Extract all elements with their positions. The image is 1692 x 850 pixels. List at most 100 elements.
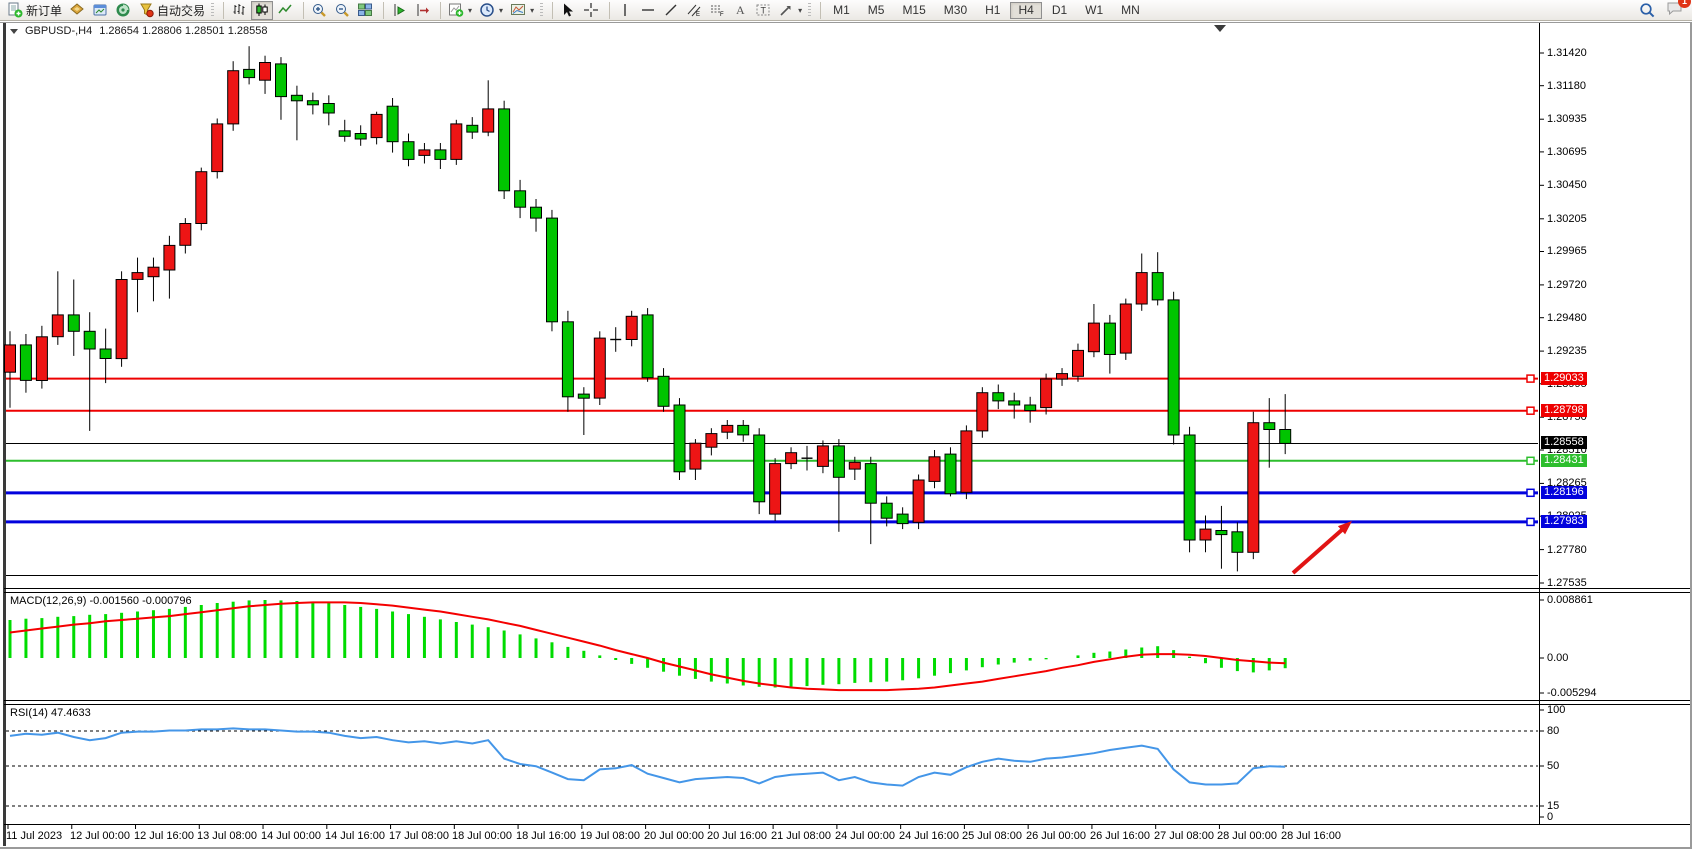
rsi-separator-top[interactable] <box>4 700 1690 701</box>
zoom-out-icon <box>336 4 349 17</box>
search-icon[interactable] <box>1639 2 1656 19</box>
profiles-button[interactable] <box>89 1 111 20</box>
current-price-badge: 1.28558 <box>1541 436 1587 449</box>
trendline-tool-button[interactable] <box>660 1 682 20</box>
navigator-swirl-icon <box>116 3 130 17</box>
timeframe-button-m1[interactable]: M1 <box>825 2 858 19</box>
main-plot-bottom-border <box>6 575 1538 576</box>
rsi-tick-label: 15 <box>1547 800 1560 812</box>
svg-text:F: F <box>720 12 724 18</box>
text-label-tool-button[interactable]: T <box>752 1 774 20</box>
zoom-out-button[interactable] <box>331 1 353 20</box>
timeframe-button-w1[interactable]: W1 <box>1077 2 1111 19</box>
indicators-icon <box>449 3 464 17</box>
line-chart-mode-button[interactable] <box>274 1 296 20</box>
price-scale-strip[interactable] <box>1540 24 1690 824</box>
toolbar-grip <box>540 2 544 18</box>
profile-window-icon <box>93 4 107 16</box>
toolbar-separator <box>820 1 822 19</box>
time-tick-label: 18 Jul 16:00 <box>516 830 576 842</box>
text-tool-button[interactable]: A <box>729 1 751 20</box>
time-tick-label: 28 Jul 00:00 <box>1217 830 1277 842</box>
dropdown-caret-icon: ▾ <box>530 5 535 15</box>
window-right-border <box>1690 22 1692 848</box>
level-price-badge: 1.28798 <box>1541 404 1587 417</box>
channel-tool-button[interactable]: E <box>683 1 705 20</box>
chart-shift-button[interactable] <box>388 1 410 20</box>
tile-windows-button[interactable] <box>354 1 376 20</box>
auto-scroll-button[interactable] <box>411 1 433 20</box>
navigator-button[interactable] <box>112 1 134 20</box>
zoom-in-button[interactable] <box>308 1 330 20</box>
indicators-button[interactable]: ▾ <box>445 1 475 20</box>
time-tick-label: 12 Jul 00:00 <box>70 830 130 842</box>
symbol-title: GBPUSD-,H4 <box>25 25 93 37</box>
timeframe-button-h4[interactable]: H4 <box>1010 1 1042 19</box>
crosshair-tool-button[interactable] <box>580 1 602 20</box>
time-tick-label: 18 Jul 00:00 <box>452 830 512 842</box>
auto-scroll-icon <box>417 4 430 16</box>
time-tick-label: 19 Jul 08:00 <box>580 830 640 842</box>
notifications-button[interactable]: 1 <box>1666 0 1691 21</box>
main-chart-plot[interactable] <box>6 24 1539 575</box>
time-tick-label: 27 Jul 08:00 <box>1154 830 1214 842</box>
trendline-icon <box>665 4 677 16</box>
new-chart-button[interactable] <box>66 1 88 20</box>
timeframe-button-m15[interactable]: M15 <box>894 2 933 19</box>
time-tick-label: 14 Jul 16:00 <box>325 830 385 842</box>
svg-text:E: E <box>696 12 700 18</box>
new-order-icon <box>8 2 23 18</box>
rsi-separator-bottom[interactable] <box>4 704 1690 705</box>
timeframe-button-d1[interactable]: D1 <box>1044 2 1075 19</box>
time-tick-label: 26 Jul 16:00 <box>1090 830 1150 842</box>
chart-cube-icon <box>70 3 84 15</box>
price-tick-label: 1.30450 <box>1547 179 1587 191</box>
template-icon <box>511 4 526 15</box>
time-tick-label: 12 Jul 16:00 <box>134 830 194 842</box>
rsi-plot[interactable] <box>6 705 1539 824</box>
templates-button[interactable]: ▾ <box>507 1 537 20</box>
macd-plot[interactable] <box>6 593 1539 700</box>
periods-button[interactable]: ▾ <box>476 1 506 20</box>
macd-separator-top[interactable] <box>4 588 1690 589</box>
chart-shift-icon <box>394 4 406 16</box>
window-left-border <box>3 23 6 846</box>
dropdown-caret-icon: ▾ <box>798 5 803 15</box>
notification-badge: 1 <box>1678 0 1691 8</box>
macd-separator-bottom[interactable] <box>4 592 1690 593</box>
bar-chart-mode-button[interactable] <box>228 1 250 20</box>
auto-trading-label: 自动交易 <box>157 3 206 18</box>
horizontal-line-tool-button[interactable] <box>637 1 659 20</box>
candlestick-mode-button[interactable] <box>251 0 274 20</box>
toolbar-separator <box>223 1 225 19</box>
rsi-tick-label: 100 <box>1547 704 1566 716</box>
timeframe-button-mn[interactable]: MN <box>1113 2 1148 19</box>
new-order-button[interactable]: 新订单 <box>4 1 65 20</box>
dropdown-caret-icon: ▾ <box>499 5 504 15</box>
price-tick-label: 1.29720 <box>1547 279 1587 291</box>
timeframe-group: M1 M5 M15 M30 H1 H4 D1 W1 MN <box>825 1 1148 19</box>
timeframe-button-h1[interactable]: H1 <box>977 2 1008 19</box>
svg-text:A: A <box>736 3 745 17</box>
time-tick-label: 14 Jul 00:00 <box>261 830 321 842</box>
line-chart-icon <box>278 4 292 14</box>
vertical-line-icon <box>624 4 626 16</box>
svg-text:T: T <box>761 6 767 16</box>
toolbar-separator <box>303 1 305 19</box>
toolbar-separator <box>440 1 442 19</box>
timeframe-button-m30[interactable]: M30 <box>936 2 975 19</box>
auto-trading-button[interactable]: 自动交易 <box>135 1 208 20</box>
time-tick-label: 24 Jul 16:00 <box>899 830 959 842</box>
arrows-tool-button[interactable]: ▾ <box>775 1 805 20</box>
time-axis-strip[interactable] <box>6 825 1539 847</box>
collapse-chart-icon[interactable] <box>10 28 18 34</box>
vertical-line-tool-button[interactable] <box>614 1 636 20</box>
macd-tick-label: 0.00 <box>1547 652 1569 664</box>
timeframe-button-m5[interactable]: M5 <box>860 2 893 19</box>
cursor-tool-button[interactable] <box>557 1 579 20</box>
price-tick-label: 1.30205 <box>1547 213 1587 225</box>
window-bottom-border <box>0 847 1692 849</box>
fibonacci-tool-button[interactable]: F <box>706 1 728 20</box>
level-price-badge: 1.28431 <box>1541 454 1587 467</box>
